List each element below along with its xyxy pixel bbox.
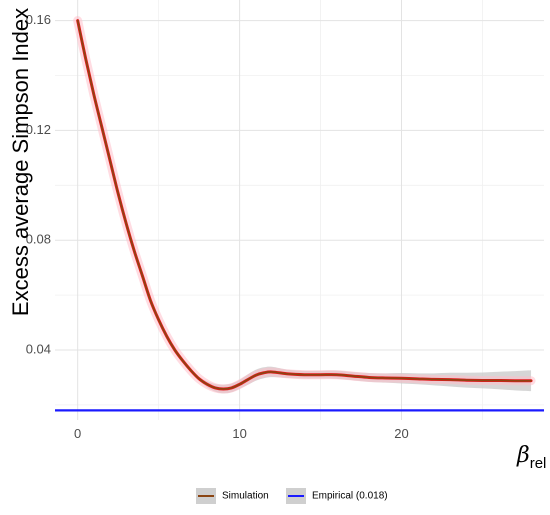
grid-minor	[55, 0, 544, 420]
y-axis-title: Excess average Simpson Index	[8, 8, 33, 316]
series-line-layer	[73, 16, 536, 394]
x-axis-title-subscript: rel	[530, 455, 547, 472]
simulation-line	[76, 19, 532, 390]
y-tick-label: 0.04	[26, 341, 51, 356]
grid-major	[55, 0, 544, 420]
legend-label: Simulation	[222, 491, 269, 502]
legend-label: Empirical (0.018)	[312, 491, 388, 502]
x-tick-label: 10	[232, 426, 246, 441]
legend-empirical: Empirical (0.018)	[286, 488, 388, 504]
x-tick-label: 0	[74, 426, 81, 441]
y-tick-labels: 0.04 0.08 0.12 0.16	[26, 12, 51, 356]
y-tick-label: 0.08	[26, 232, 51, 247]
x-axis-title: βrel	[516, 443, 546, 472]
legend: Simulation Empirical (0.018)	[196, 488, 388, 504]
y-tick-label: 0.16	[26, 12, 51, 27]
x-axis-title-symbol: β	[516, 443, 530, 468]
legend-simulation: Simulation	[196, 488, 269, 504]
x-tick-labels: 0 10 20	[74, 426, 409, 441]
y-tick-label: 0.12	[26, 122, 51, 137]
x-tick-label: 20	[394, 426, 408, 441]
